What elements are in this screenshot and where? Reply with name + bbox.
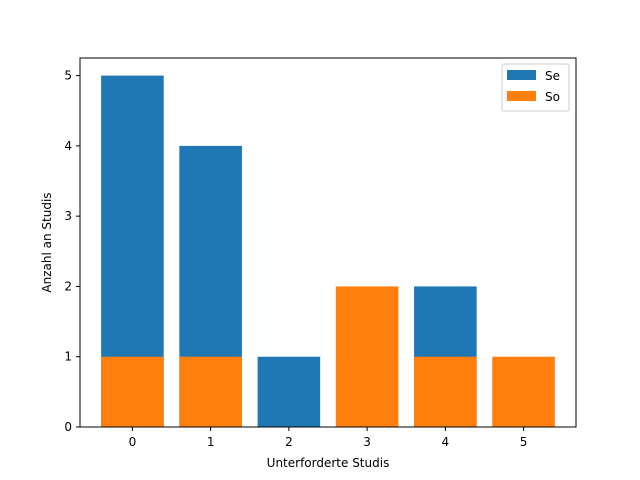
legend: Se So (501, 63, 570, 112)
x-axis-label: Unterforderte Studis (267, 456, 390, 470)
bar-so-4 (414, 356, 477, 427)
legend-swatch-so (507, 91, 536, 101)
x-axis-ticks: 0 1 2 3 4 5 (129, 427, 528, 449)
plot-frame (79, 57, 577, 428)
bars-group (101, 75, 555, 428)
bar-so-3 (335, 286, 399, 427)
legend-swatch-se (507, 70, 536, 80)
bar-so-0 (101, 356, 164, 427)
bar-so-5 (492, 356, 555, 427)
x-tick-label: 0 (129, 435, 137, 449)
y-tick-label: 1 (64, 350, 72, 364)
y-tick-label: 2 (64, 279, 72, 293)
legend-label-so: So (545, 90, 560, 104)
legend-label-se: Se (545, 69, 560, 83)
y-axis-label: Anzahl an Studis (40, 192, 54, 292)
x-tick-label: 4 (442, 435, 450, 449)
y-axis-ticks: 0 1 2 3 4 5 (64, 69, 80, 434)
x-tick-label: 3 (363, 435, 371, 449)
bar-se-2 (257, 356, 321, 427)
y-tick-label: 3 (64, 209, 72, 223)
x-tick-label: 2 (285, 435, 293, 449)
y-tick-label: 0 (64, 420, 72, 434)
x-tick-label: 5 (520, 435, 528, 449)
bar-so-1 (179, 356, 242, 427)
y-tick-label: 5 (64, 69, 72, 83)
x-tick-label: 1 (207, 435, 215, 449)
y-tick-label: 4 (64, 139, 72, 153)
